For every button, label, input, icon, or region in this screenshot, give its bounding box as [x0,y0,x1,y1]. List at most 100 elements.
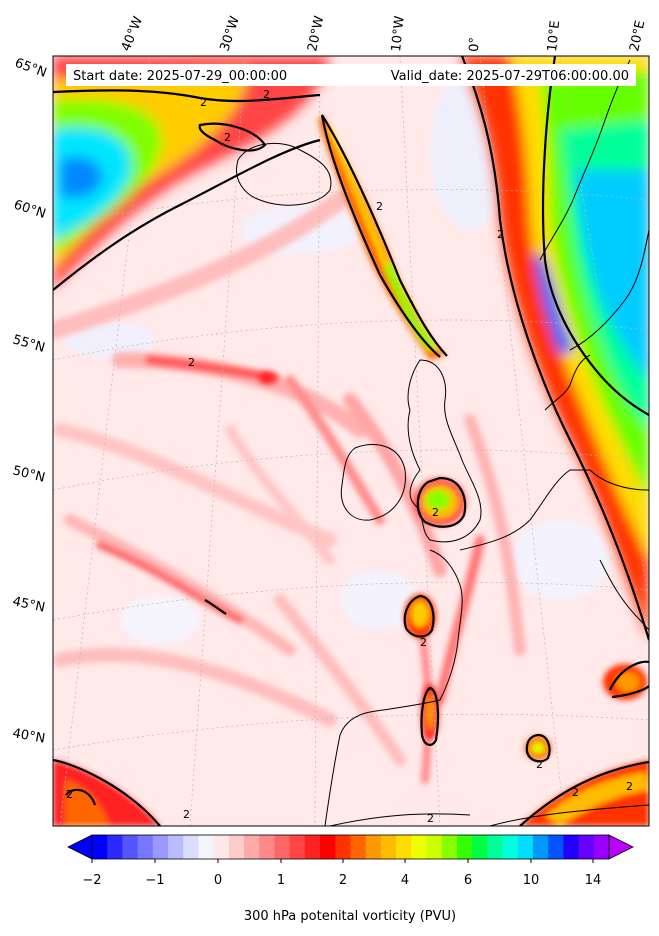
colorbar: −2 −1 0 1 2 4 6 10 14 300 hPa potenital … [67,834,634,924]
contour-labels: 2 2 2 2 2 2 2 2 2 2 2 2 2 2 [66,88,633,825]
lat-label: 65°N [13,56,49,81]
contour-label: 2 [224,131,231,144]
lon-label: 20°W [305,14,327,52]
colorbar-tick-label: 6 [464,873,472,888]
colorbar-tick-label: −2 [82,873,101,888]
contour-label: 2 [536,758,543,771]
colorbar-cell [259,835,275,859]
contour-label: 2 [497,228,504,241]
iceland-coast [236,142,332,206]
colorbar-cell [168,835,184,859]
colorbar-cell [365,835,382,859]
contour-label: 2 [183,808,190,821]
contour-label: 2 [572,786,579,799]
colorbar-cell [152,835,169,859]
colorbar-cell [426,835,443,859]
colorbar-cell [456,835,473,859]
colorbar-cell [320,835,336,859]
colorbar-cells [92,835,610,859]
pv-trough-southeast [520,760,649,826]
lon-label: 10°E [545,20,563,53]
contour-label: 2 [263,88,270,101]
map-frame [52,55,650,827]
map-panel: 2 2 2 2 2 2 2 2 2 2 2 2 2 2 Start date: … [53,56,649,826]
colorbar-cell [244,835,260,859]
lon-label: 30°W [218,14,243,53]
colorbar-title: 300 hPa potenital vorticity (PVU) [244,909,456,924]
colorbar-tick-label: 0 [214,873,222,888]
pv2-contour-cutoff-biscay [403,594,435,638]
latitude-labels: 65°N 60°N 55°N 50°N 45°N 40°N [11,56,49,747]
colorbar-cell [198,835,215,859]
colorbar-cell [92,835,108,859]
colorbar-cell [487,835,504,859]
colorbar-cell [137,835,154,859]
pv-trough-southwest [53,760,160,826]
lat-label: 50°N [11,463,46,485]
contour-label: 2 [66,788,73,801]
iberia-south-coast [329,813,471,826]
colorbar-tick-label: −1 [145,873,164,888]
north-africa-coast [489,804,649,826]
france-coast [429,549,463,701]
lat-label: 60°N [12,198,48,222]
colorbar-cell [380,835,397,859]
pv-trough-northwest [53,56,330,290]
colorbar-ticks [91,859,594,863]
colorbar-tick-label: 10 [523,873,540,888]
italy-coast [599,559,649,631]
contour-label: 2 [420,636,427,649]
colorbar-cell [107,835,123,859]
ireland-coast [340,444,406,521]
pv2-contour-east [460,56,649,641]
colorbar-cell [441,835,458,859]
colorbar-cell [517,835,534,859]
colorbar-cell [396,835,412,859]
pv2-contour-northwest [53,89,321,291]
lat-label: 40°N [11,726,46,746]
colorbar-cell [578,835,595,859]
colorbar-cell [183,835,199,859]
colorbar-frame [91,834,610,860]
pv2-contour-greenland-loop [198,122,267,152]
date-header-strip [66,64,636,86]
colorbar-cell [472,835,488,859]
lat-label: 55°N [11,332,47,355]
lat-label: 45°N [11,594,46,615]
colorbar-under-extension [67,834,93,860]
colorbar-cell [350,835,367,859]
start-date-label: Start date: 2025-07-29_00:00:00 [73,69,287,84]
colorbar-cell [548,835,564,859]
pv2-contour-cutoff-iberia [420,686,440,746]
pv2-contour-small-atlantic [204,599,227,615]
colorbar-tick-label: 1 [277,873,285,888]
europe-coast [459,469,649,551]
lon-label: 40°W [119,14,146,53]
colorbar-cell [228,835,245,859]
colorbar-cell [122,835,139,859]
pv2-contour-iceland-streamer [320,114,448,358]
longitude-labels: 40°W 30°W 20°W 10°W 0° 10°E 20°E [119,14,649,53]
lon-label: 10°W [389,15,408,52]
contour-label: 2 [427,812,434,825]
contour-label: 2 [626,780,633,793]
colorbar-cell [411,835,428,859]
pv2-contour-southwest [53,758,161,826]
colorbar-cell [532,835,549,859]
denmark-coast [544,354,591,411]
pv2-contour-southeast [519,660,649,826]
iberia-coast [324,699,441,826]
lon-label: 0° [467,37,483,52]
pv-trough-east [460,56,649,640]
lon-label: 20°E [627,19,648,53]
colorbar-cell [274,835,291,859]
colorbar-cell [213,835,230,859]
colorbar-over-extension [608,834,634,860]
colorbar-tick-label: 2 [339,873,347,888]
colorbar-tick-label: 14 [585,873,602,888]
colorbar-cell [563,835,580,859]
contour-label: 2 [188,356,195,369]
coastlines [236,59,649,826]
great-britain-coast [407,359,482,543]
